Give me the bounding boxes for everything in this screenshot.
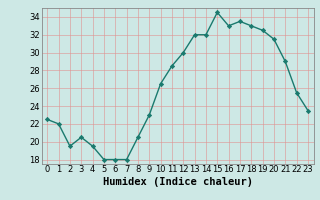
X-axis label: Humidex (Indice chaleur): Humidex (Indice chaleur)	[103, 177, 252, 187]
